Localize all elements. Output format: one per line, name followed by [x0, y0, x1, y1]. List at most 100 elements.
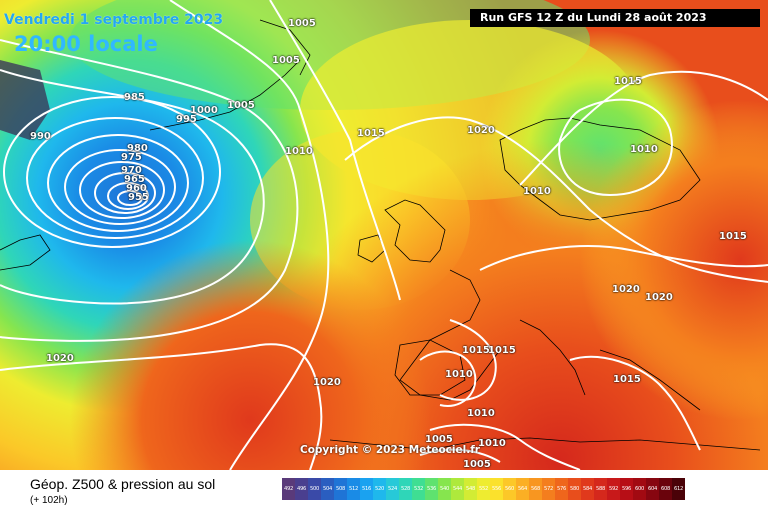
colorbar-swatch: 600 [633, 478, 646, 500]
copyright-notice: Copyright © 2023 Meteociel.fr [300, 444, 480, 456]
colorbar-swatch: 520 [373, 478, 386, 500]
colorbar-swatch: 564 [516, 478, 529, 500]
colorbar-swatch: 528 [399, 478, 412, 500]
isobar-label: 1015 [488, 345, 516, 356]
isobar-label: 1010 [285, 146, 313, 157]
isobar-label: 1005 [425, 434, 453, 445]
isobar-label: 1020 [467, 125, 495, 136]
isobar-label: 1005 [463, 459, 491, 470]
isobar-label: 1015 [357, 128, 385, 139]
colorbar-swatch: 548 [464, 478, 477, 500]
colorbar-swatch: 576 [555, 478, 568, 500]
forecast-date: Vendredi 1 septembre 2023 [4, 12, 224, 28]
isobar-1005-africa [419, 448, 501, 463]
isobar-label: 1020 [645, 292, 673, 303]
isobar-label: 1010 [478, 438, 506, 449]
isobar-label: 995 [176, 114, 197, 125]
isobar-label: 980 [127, 143, 148, 154]
france-iberia-coast [399, 269, 501, 401]
isobar-label: 1020 [612, 284, 640, 295]
isobar-985 [26, 117, 204, 239]
isobar-label: 985 [124, 92, 145, 103]
isobar-1010 [269, 0, 401, 301]
colorbar-swatch: 508 [334, 478, 347, 500]
isobar-label: 1010 [630, 144, 658, 155]
isobar-label: 960 [126, 183, 147, 194]
colorbar-swatch: 496 [295, 478, 308, 500]
colorbar-swatch: 504 [321, 478, 334, 500]
legend-footer: Géop. Z500 & pression au sol (+ 102h) 49… [0, 470, 768, 512]
isobar-1010-scandinavia [558, 98, 673, 197]
iceland-coast-2 [259, 19, 311, 76]
isobar-label: 990 [30, 131, 51, 142]
isobar-1020-west [0, 343, 323, 470]
isobar-975 [64, 149, 176, 225]
isobar-label: 970 [121, 165, 142, 176]
colorbar-swatch: 604 [646, 478, 659, 500]
isobar-1010-africa [429, 423, 581, 470]
scandinavia-coast [499, 117, 701, 221]
forecast-lead-time: (+ 102h) [30, 495, 68, 506]
isobar-960 [107, 182, 149, 210]
colorbar-swatch: 560 [503, 478, 516, 500]
balkans-coast [599, 349, 701, 411]
colorbar-swatch: 596 [620, 478, 633, 500]
colorbar-swatch: 592 [607, 478, 620, 500]
colorbar-swatch: 608 [659, 478, 672, 500]
britain-coast [384, 199, 446, 263]
isobar-label: 1010 [523, 186, 551, 197]
isobar-965 [94, 172, 156, 214]
iceland-coast-1 [149, 59, 301, 131]
isobar-995 [0, 69, 265, 305]
colorbar-swatch: 492 [282, 478, 295, 500]
isobar-990 [3, 96, 221, 248]
isobars [0, 0, 768, 470]
isobar-label: 1005 [288, 18, 316, 29]
product-title: Géop. Z500 & pression au sol [30, 476, 216, 492]
isobar-970 [79, 161, 165, 219]
isobar-label: 1015 [462, 345, 490, 356]
isobar-label: 975 [121, 152, 142, 163]
isobar-1000 [0, 39, 299, 342]
geopotential-map-canvas [0, 0, 768, 470]
isobar-label: 1015 [719, 231, 747, 242]
colorbar-swatch: 540 [438, 478, 451, 500]
isobar-label: 1015 [613, 374, 641, 385]
geopotential-colorbar: 492 496 500 504 508 512 516 520 524 528 532 536 540 5… [282, 478, 685, 500]
colorbar-swatch: 500 [308, 478, 321, 500]
colorbar-swatch: 584 [581, 478, 594, 500]
ireland-coast [357, 234, 386, 263]
isobar-1020-east [479, 245, 768, 271]
isobar-980 [47, 134, 189, 232]
isobar-label: 1015 [614, 76, 642, 87]
z500-east-high [0, 0, 768, 470]
labrador-coast [0, 234, 51, 271]
isobar-label: 955 [128, 192, 149, 203]
colorbar-swatch: 552 [477, 478, 490, 500]
colorbar-swatch: 532 [412, 478, 425, 500]
isobar-1015-north [519, 70, 768, 186]
isobar-1005 [169, 0, 330, 470]
colorbar-swatch: 524 [386, 478, 399, 500]
colorbar-swatch: 580 [568, 478, 581, 500]
colorbar-swatch: 556 [490, 478, 503, 500]
colorbar-swatch: 612 [672, 478, 685, 500]
iberia-coast [394, 339, 466, 396]
isobar-label: 1020 [313, 377, 341, 388]
isobar-label: 1020 [46, 353, 74, 364]
isobar-label: 1010 [467, 408, 495, 419]
colorbar-swatch: 512 [347, 478, 360, 500]
isobar-label: 1010 [445, 369, 473, 380]
isobar-1015-france [439, 319, 497, 401]
colorbar-swatch: 536 [425, 478, 438, 500]
weather-map: Vendredi 1 septembre 2023 20:00 locale R… [0, 0, 768, 470]
isobar-955 [117, 190, 143, 206]
colorbar-swatch: 544 [451, 478, 464, 500]
isobar-label: 1005 [272, 55, 300, 66]
isobar-label: 965 [124, 174, 145, 185]
colorbar-swatch: 568 [529, 478, 542, 500]
north-africa-coast [329, 437, 761, 451]
coastlines [0, 19, 761, 451]
colorbar-swatch: 516 [360, 478, 373, 500]
isobar-1010-iberia [419, 350, 477, 407]
